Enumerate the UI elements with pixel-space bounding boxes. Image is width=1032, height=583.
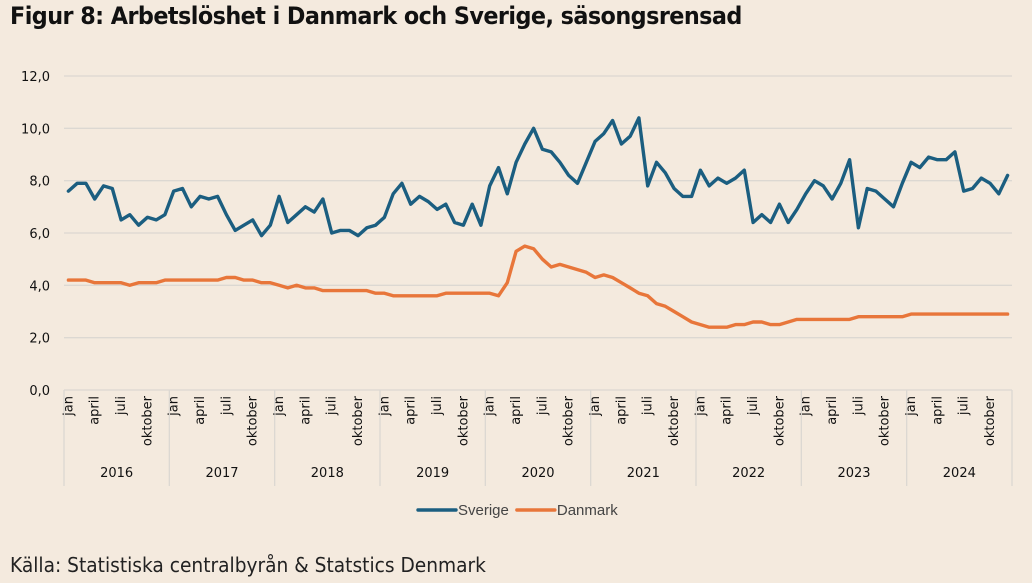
month-label: oktober: [246, 395, 261, 446]
month-label: jan: [272, 396, 287, 417]
legend: Sverige Danmark: [416, 502, 618, 519]
month-label: juli: [746, 396, 761, 416]
year-label: 2022: [732, 466, 765, 481]
month-label: juli: [535, 396, 550, 416]
y-axis: 0,0 2,0 4,0 6,0 8,0 10,0 12,0: [21, 70, 50, 399]
year-label: 2024: [943, 466, 976, 481]
month-label: juli: [430, 396, 445, 416]
year-label: 2023: [837, 466, 870, 481]
month-label: april: [614, 396, 629, 425]
year-label: 2020: [521, 466, 554, 481]
year-label: 2018: [311, 466, 344, 481]
month-label: april: [404, 396, 419, 425]
series-lines: [66, 116, 1010, 329]
month-label: juli: [114, 396, 129, 416]
month-label: oktober: [772, 395, 787, 446]
y-tick-label: 8,0: [29, 175, 50, 190]
y-tick-label: 12,0: [21, 70, 50, 85]
month-label: oktober: [140, 395, 155, 446]
y-tick-label: 10,0: [21, 122, 50, 137]
month-label: oktober: [351, 395, 366, 446]
month-label: jan: [693, 396, 708, 417]
month-label: jan: [588, 396, 603, 417]
series-line-danmark: [66, 244, 1010, 329]
month-label: jan: [904, 396, 919, 417]
series-line-sverige: [66, 116, 1010, 238]
month-label: juli: [641, 396, 656, 416]
year-label: 2021: [627, 466, 660, 481]
month-label: april: [509, 396, 524, 425]
y-tick-label: 6,0: [29, 227, 50, 242]
month-label: oktober: [667, 395, 682, 446]
month-label: jan: [61, 396, 76, 417]
month-label: jan: [377, 396, 392, 417]
month-label: juli: [851, 396, 866, 416]
month-label: juli: [219, 396, 234, 416]
month-label: april: [720, 396, 735, 425]
month-label: juli: [325, 396, 340, 416]
month-label: oktober: [983, 395, 998, 446]
year-label: 2017: [205, 466, 238, 481]
month-label: jan: [167, 396, 182, 417]
y-tick-label: 0,0: [29, 384, 50, 399]
source-note: Källa: Statistiska centralbyrån & Statst…: [10, 553, 486, 577]
month-label: april: [825, 396, 840, 425]
month-label: juli: [957, 396, 972, 416]
y-tick-label: 2,0: [29, 332, 50, 347]
month-label: oktober: [878, 395, 893, 446]
year-label: 2019: [416, 466, 449, 481]
month-label: april: [88, 396, 103, 425]
month-label: jan: [799, 396, 814, 417]
month-label: april: [298, 396, 313, 425]
month-label: april: [193, 396, 208, 425]
month-label: jan: [483, 396, 498, 417]
chart-title: Figur 8: Arbetslöshet i Danmark och Sver…: [10, 2, 742, 30]
legend-label-sverige: Sverige: [458, 502, 509, 519]
gridlines: [64, 75, 1012, 391]
month-label: april: [930, 396, 945, 425]
month-label: oktober: [456, 395, 471, 446]
month-label: oktober: [562, 395, 577, 446]
legend-label-danmark: Danmark: [557, 502, 618, 519]
year-label: 2016: [100, 466, 133, 481]
y-tick-label: 4,0: [29, 279, 50, 294]
